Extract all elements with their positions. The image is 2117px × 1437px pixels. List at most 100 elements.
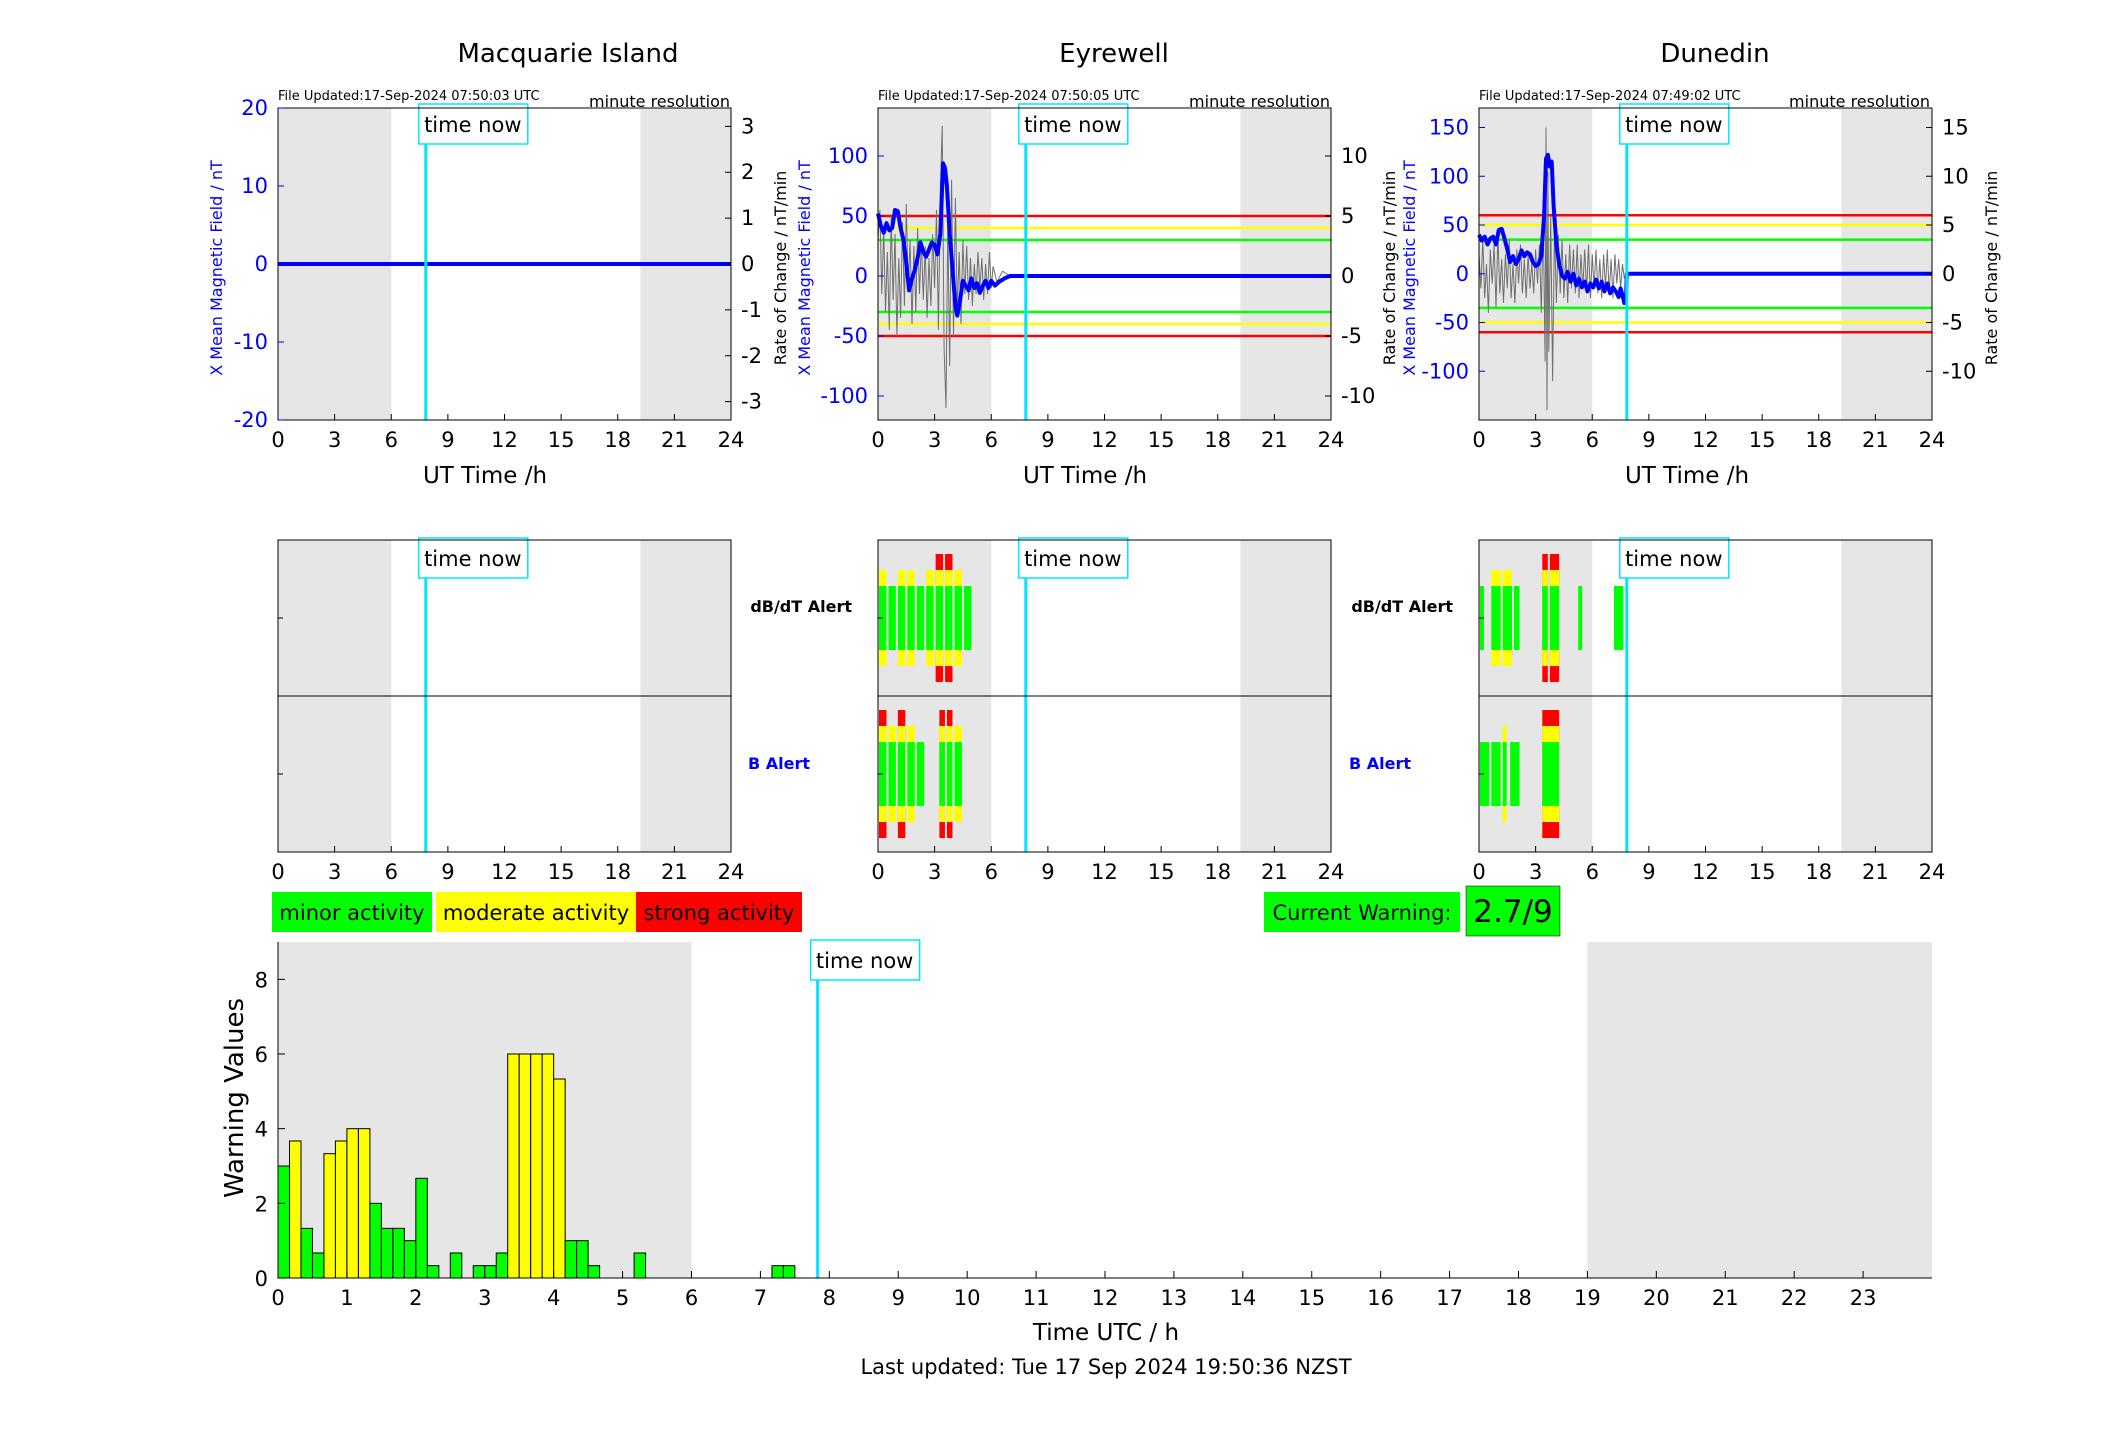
- warning-x-tick-label-6: 6: [685, 1286, 698, 1310]
- y2-tick-label-eyrewell-4: 10: [1341, 144, 1368, 168]
- warning-x-tick-label-0: 0: [271, 1286, 284, 1310]
- x-tick-label-macquarie-4: 12: [491, 428, 518, 452]
- warning-x-tick-label-22: 22: [1781, 1286, 1808, 1310]
- dbdt-cell-minor-dunedin-5: [1549, 586, 1560, 650]
- y-tick-label-dunedin-2: 0: [1456, 262, 1469, 286]
- b-cell-minor-eyrewell-5: [939, 742, 945, 806]
- current-warning-label: Current Warning:: [1273, 901, 1452, 925]
- b-cell-minor-dunedin-4: [1542, 742, 1560, 806]
- warning-bar-1: [289, 1140, 302, 1279]
- x-tick-label-eyrewell-2: 6: [985, 428, 998, 452]
- warning-ylabel: Warning Values: [220, 998, 250, 1198]
- warning-bar-24: [576, 1240, 589, 1279]
- warning-bar-0: [277, 1165, 290, 1279]
- x-tick-label-eyrewell-5: 15: [1148, 428, 1175, 452]
- warning-bar-22: [553, 1078, 566, 1279]
- b-cell-minor-eyrewell-6: [946, 742, 953, 806]
- legend-strong: strong activity: [644, 901, 795, 925]
- resolution-eyrewell: minute resolution: [1189, 92, 1330, 111]
- alert-x-tick-label-dunedin-6: 18: [1805, 860, 1832, 884]
- y-tick-label-dunedin-4: 100: [1429, 164, 1469, 188]
- file-updated-eyrewell: File Updated:17-Sep-2024 07:50:05 UTC: [878, 89, 1140, 104]
- resolution-macquarie: minute resolution: [589, 92, 730, 111]
- ylabel-left-dunedin: X Mean Magnetic Field / nT: [1400, 160, 1419, 376]
- warning-x-tick-label-19: 19: [1574, 1286, 1601, 1310]
- file-updated-macquarie: File Updated:17-Sep-2024 07:50:03 UTC: [278, 89, 540, 104]
- y2-tick-label-macquarie-1: -2: [741, 344, 762, 368]
- alert-x-tick-label-dunedin-4: 12: [1692, 860, 1719, 884]
- y2-tick-label-dunedin-2: 0: [1942, 262, 1955, 286]
- dbdt-cell-minor-dunedin-3: [1513, 586, 1520, 650]
- night-band-dunedin-1: [1841, 108, 1932, 420]
- warning-bar-7: [357, 1128, 371, 1279]
- alert-x-tick-label-macquarie-3: 9: [441, 860, 454, 884]
- time-now-label-top-dunedin: time now: [1625, 113, 1722, 137]
- time-now-box-top-dunedin: [1619, 103, 1730, 145]
- night-band-eyrewell-0: [878, 108, 992, 420]
- dbdt-cell-minor-dunedin-7: [1614, 586, 1624, 650]
- y2-tick-label-macquarie-0: -3: [741, 390, 762, 414]
- warning-bar-10: [392, 1227, 405, 1279]
- x-tick-label-macquarie-1: 3: [328, 428, 341, 452]
- warning-x-tick-label-3: 3: [478, 1286, 491, 1310]
- alert-x-tick-label-eyrewell-8: 24: [1318, 860, 1345, 884]
- alert-x-tick-label-macquarie-6: 18: [604, 860, 631, 884]
- alert-x-tick-label-eyrewell-2: 6: [985, 860, 998, 884]
- ylabel-right-eyrewell: Rate of Change / nT/min: [1380, 171, 1399, 366]
- dbdt-cell-minor-eyrewell-6: [935, 586, 944, 650]
- warning-bar-28: [782, 1265, 796, 1279]
- b-cell-minor-eyrewell-1: [888, 742, 896, 806]
- current-warning-value-box: [1465, 885, 1561, 937]
- warning-bar-13: [426, 1265, 440, 1279]
- warning-bar-8: [369, 1202, 382, 1279]
- warning-bar-9: [380, 1227, 394, 1279]
- x-tick-label-eyrewell-3: 9: [1041, 428, 1054, 452]
- warning-y-tick-label-4: 8: [255, 968, 268, 992]
- time-now-label-top-macquarie: time now: [424, 113, 521, 137]
- x-tick-label-macquarie-5: 15: [548, 428, 575, 452]
- warning-y-tick-label-1: 2: [255, 1192, 268, 1216]
- warning-bar-17: [495, 1252, 509, 1279]
- warning-bar-16: [484, 1265, 497, 1279]
- alert-x-tick-label-eyrewell-6: 18: [1204, 860, 1231, 884]
- warning-xlabel: Time UTC / h: [1032, 1320, 1179, 1346]
- warning-x-tick-label-14: 14: [1229, 1286, 1256, 1310]
- warning-x-tick-label-15: 15: [1298, 1286, 1325, 1310]
- y-tick-label-macquarie-4: 20: [241, 96, 268, 120]
- current-warning-value: 2.7/9: [1473, 894, 1552, 930]
- dbdt-cell-minor-dunedin-1: [1491, 586, 1501, 650]
- y-tick-label-macquarie-1: -10: [234, 330, 268, 354]
- dbdt-cell-minor-eyrewell-7: [945, 586, 953, 650]
- x-tick-label-dunedin-4: 12: [1692, 428, 1719, 452]
- x-tick-label-dunedin-3: 9: [1642, 428, 1655, 452]
- y2-tick-label-macquarie-2: -1: [741, 298, 762, 322]
- x-tick-label-eyrewell-7: 21: [1261, 428, 1288, 452]
- b-cell-minor-eyrewell-7: [954, 742, 962, 806]
- current-warning-box: [1264, 892, 1460, 932]
- warning-bar-11: [403, 1240, 417, 1279]
- alert-x-tick-label-dunedin-5: 15: [1749, 860, 1776, 884]
- x-tick-label-dunedin-5: 15: [1749, 428, 1776, 452]
- x-tick-label-dunedin-1: 3: [1529, 428, 1542, 452]
- alert-x-tick-label-dunedin-8: 24: [1919, 860, 1946, 884]
- alert-x-tick-label-macquarie-0: 0: [271, 860, 284, 884]
- ylabel-left-eyrewell: X Mean Magnetic Field / nT: [795, 160, 814, 376]
- legend-minor: minor activity: [279, 901, 424, 925]
- title-dunedin: Dunedin: [1660, 39, 1769, 69]
- xlabel-dunedin: UT Time /h: [1625, 463, 1749, 489]
- dbdt-alert-label-eyrewell: dB/dT Alert: [750, 597, 852, 616]
- y2-tick-label-dunedin-5: 15: [1942, 116, 1969, 140]
- xlabel-macquarie: UT Time /h: [423, 463, 547, 489]
- y2-tick-label-macquarie-4: 1: [741, 206, 754, 230]
- time-now-label-mid-dunedin: time now: [1625, 547, 1722, 571]
- dbdt-alert-label-dunedin: dB/dT Alert: [1351, 597, 1453, 616]
- b-cell-minor-eyrewell-2: [897, 742, 906, 806]
- time-now-box-top-eyrewell: [1018, 103, 1129, 145]
- ylabel-right-dunedin: Rate of Change / nT/min: [1982, 171, 2001, 366]
- alert-x-tick-label-macquarie-5: 15: [548, 860, 575, 884]
- time-now-label-top-eyrewell: time now: [1024, 113, 1121, 137]
- dbdt-cell-minor-eyrewell-2: [897, 586, 906, 650]
- warning-x-tick-label-2: 2: [409, 1286, 422, 1310]
- alert-x-tick-label-macquarie-1: 3: [328, 860, 341, 884]
